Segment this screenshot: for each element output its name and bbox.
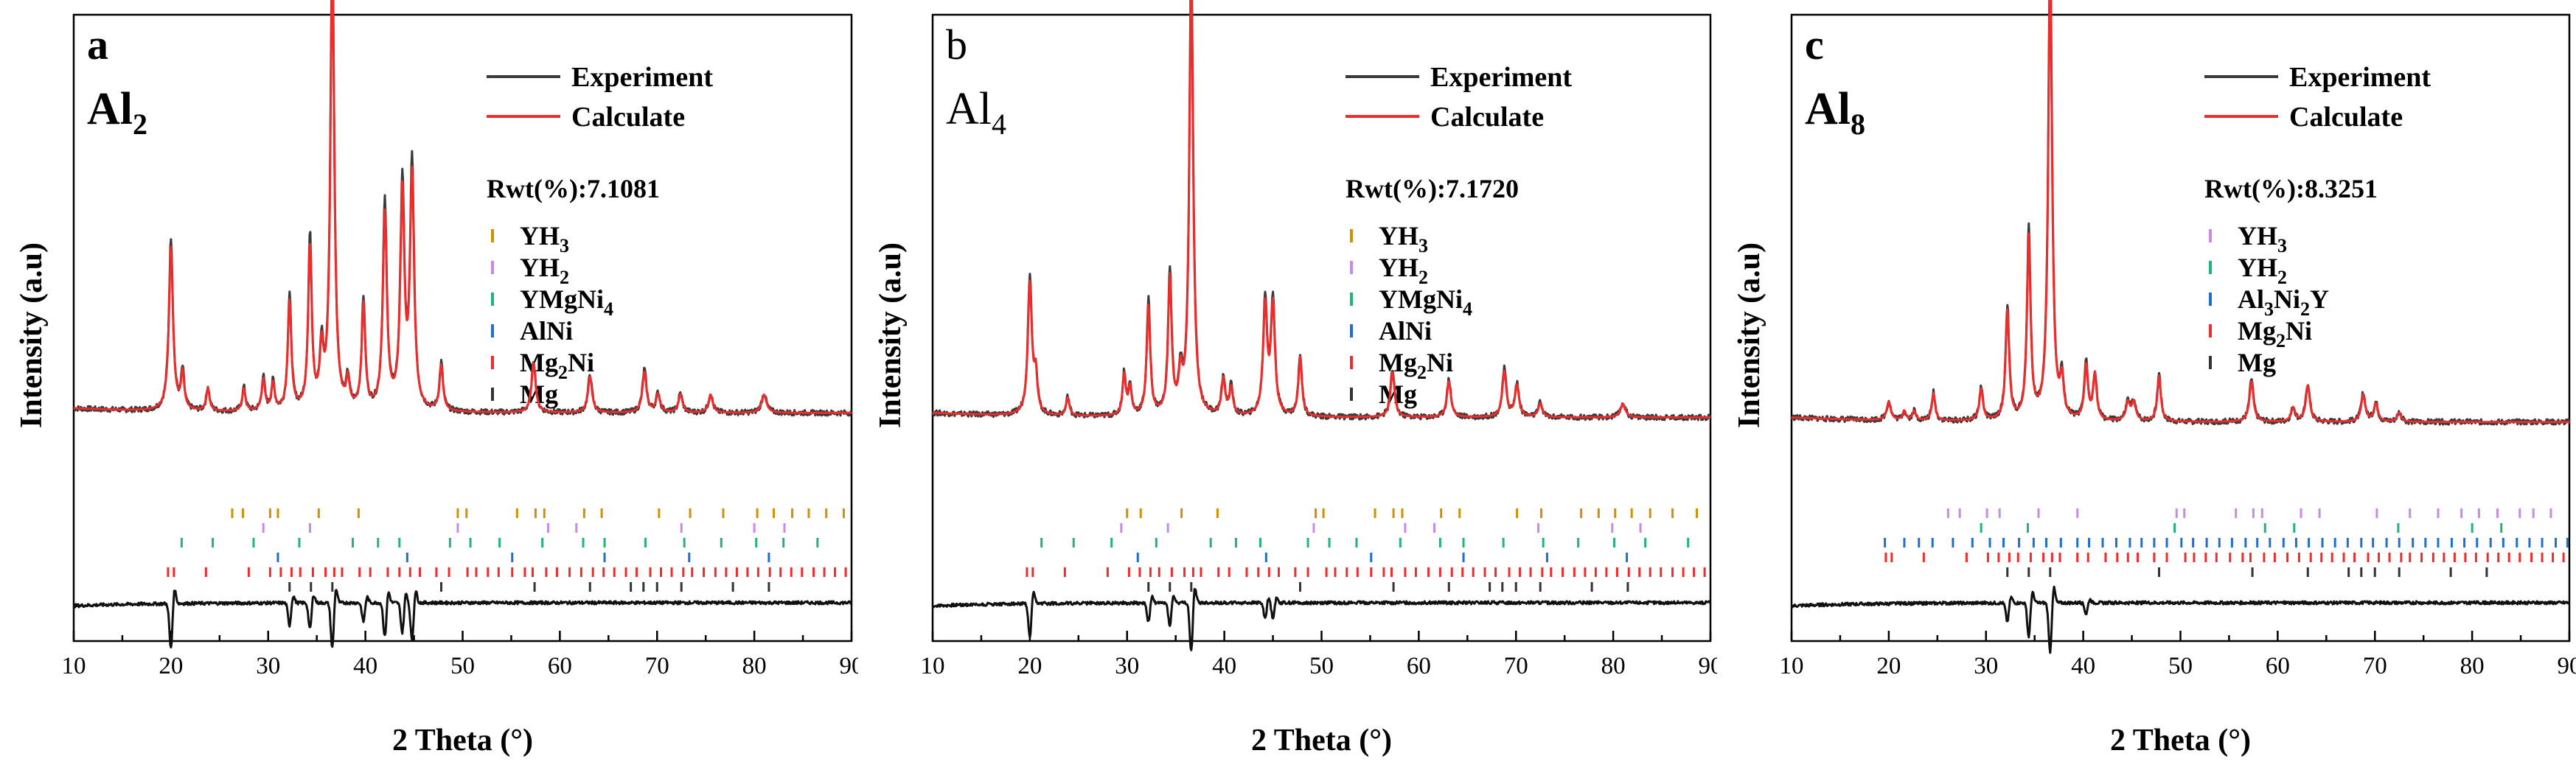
x-tick-label: 50	[1309, 653, 1334, 679]
x-tick-label: 90	[2558, 653, 2576, 679]
bragg-tick-row	[231, 508, 845, 518]
phase-legend-label: Mg2Ni	[520, 348, 594, 383]
difference-curve	[72, 589, 853, 649]
x-tick-label: 30	[256, 653, 280, 679]
x-tick-label: 60	[2266, 653, 2290, 679]
phase-legend-label: AlNi	[520, 316, 573, 346]
phase-legend-label: YH2	[1379, 253, 1428, 288]
phase-legend-label: Mg2Ni	[2238, 316, 2312, 351]
phase-legend-label: YMgNi4	[520, 284, 613, 320]
bragg-tick-row	[276, 553, 770, 562]
legend-experiment-label: Experiment	[1430, 62, 1572, 93]
bragg-tick-row	[1136, 553, 1629, 562]
bragg-tick-row	[1884, 538, 2569, 547]
x-tick-label: 70	[2363, 653, 2387, 679]
bragg-tick-row	[180, 538, 819, 547]
x-tick-label: 10	[921, 653, 945, 679]
x-tick-label: 40	[1212, 653, 1236, 679]
bragg-tick-row	[1147, 582, 1629, 592]
difference-curve	[931, 588, 1712, 651]
chart-svg-a: 10 20 30 40 50 60 70 80 90 2 Theta (°) Intensity (…	[15, 0, 859, 757]
panel-letter: c	[1805, 21, 1824, 69]
x-axis-label: 2 Theta (°)	[2110, 724, 2251, 757]
legend-experiment-label: Experiment	[2289, 62, 2431, 93]
y-axis-label: Intensity (a.u)	[1733, 242, 1766, 428]
legend-calculate-label: Calculate	[2289, 102, 2403, 133]
experiment-curve	[931, 0, 1712, 421]
sample-label: Al2	[87, 84, 147, 141]
x-tick-label: 20	[1876, 653, 1901, 679]
y-axis-label: Intensity (a.u)	[15, 242, 49, 428]
x-tick-label: 70	[1504, 653, 1528, 679]
x-tick-label: 80	[1601, 653, 1626, 679]
phase-legend-label: YH2	[2238, 253, 2287, 288]
bragg-tick-row	[2006, 567, 2488, 577]
x-tick-label: 40	[2071, 653, 2095, 679]
bragg-tick-row	[1026, 567, 1706, 577]
bragg-tick-row	[262, 523, 786, 533]
rwt-value: Rwt(%):7.1720	[1346, 174, 1519, 203]
legend-calculate-label: Calculate	[1430, 102, 1544, 133]
bragg-tick-row	[167, 567, 847, 577]
chart-panel-b: 10 20 30 40 50 60 70 80 90 2 Theta (°) Intensity (…	[859, 0, 1717, 770]
bragg-tick-row	[1120, 523, 1642, 533]
phase-legend-label: Al3Ni2Y	[2238, 284, 2329, 320]
x-tick-label: 30	[1974, 653, 1998, 679]
bragg-tick-row	[1126, 508, 1699, 518]
x-tick-label: 70	[645, 653, 669, 679]
x-tick-label: 90	[840, 653, 859, 679]
chart-panel-a: 10 20 30 40 50 60 70 80 90 2 Theta (°) Intensity (…	[0, 0, 858, 770]
experiment-curve	[73, 0, 852, 417]
panel-letter: a	[87, 21, 108, 69]
phase-legend-label: YMgNi4	[1379, 284, 1472, 320]
plot-frame	[931, 13, 1712, 643]
calculate-curve	[932, 0, 1711, 419]
x-tick-label: 30	[1115, 653, 1139, 679]
x-tick-label: 10	[1780, 653, 1804, 679]
phase-legend-label: YH3	[520, 221, 569, 256]
phase-legend-label: AlNi	[1379, 316, 1432, 346]
legend-calculate-label: Calculate	[571, 102, 685, 133]
legend-experiment-label: Experiment	[571, 62, 713, 93]
x-tick-label: 80	[2460, 653, 2485, 679]
x-tick-label: 20	[1017, 653, 1042, 679]
bragg-tick-row	[1946, 508, 2552, 518]
phase-legend-label: YH3	[1379, 221, 1428, 256]
x-tick-label: 50	[2168, 653, 2193, 679]
phase-legend-label: Mg2Ni	[1379, 348, 1453, 383]
panel-letter: b	[946, 21, 967, 69]
calculate-curve	[1791, 0, 2570, 424]
bragg-tick-row	[288, 582, 770, 592]
rwt-value: Rwt(%):7.1081	[487, 174, 660, 203]
x-axis-label: 2 Theta (°)	[392, 724, 533, 757]
x-tick-label: 90	[1699, 653, 1718, 679]
calculate-curve	[73, 0, 852, 414]
bragg-tick-row	[1980, 523, 2503, 533]
chart-svg-c: 10 20 30 40 50 60 70 80 90 2 Theta (°) Intensity (…	[1733, 0, 2576, 757]
plot-frame	[72, 13, 853, 643]
experiment-curve	[1790, 0, 2571, 426]
phase-legend-label: YH3	[2238, 221, 2287, 256]
phase-legend-label: YH2	[520, 253, 569, 288]
bragg-tick-row	[1884, 553, 2565, 562]
x-tick-label: 10	[62, 653, 86, 679]
x-tick-label: 40	[353, 653, 377, 679]
chart-panel-c: 10 20 30 40 50 60 70 80 90 2 Theta (°) Intensity (…	[1718, 0, 2576, 770]
x-axis-label: 2 Theta (°)	[1251, 724, 1392, 757]
x-tick-label: 60	[548, 653, 572, 679]
x-tick-label: 20	[159, 653, 183, 679]
sample-label: Al8	[1805, 84, 1865, 141]
rwt-value: Rwt(%):8.3251	[2204, 174, 2378, 203]
y-axis-label: Intensity (a.u)	[874, 242, 908, 428]
x-tick-label: 50	[450, 653, 475, 679]
x-tick-label: 60	[1407, 653, 1431, 679]
chart-svg-b: 10 20 30 40 50 60 70 80 90 2 Theta (°) Intensity (…	[874, 0, 1718, 757]
x-tick-label: 80	[742, 653, 767, 679]
sample-label: Al4	[946, 84, 1006, 141]
bragg-tick-row	[1040, 538, 1690, 547]
difference-curve	[1790, 585, 2571, 654]
phase-legend-label: Mg	[2238, 348, 2276, 377]
